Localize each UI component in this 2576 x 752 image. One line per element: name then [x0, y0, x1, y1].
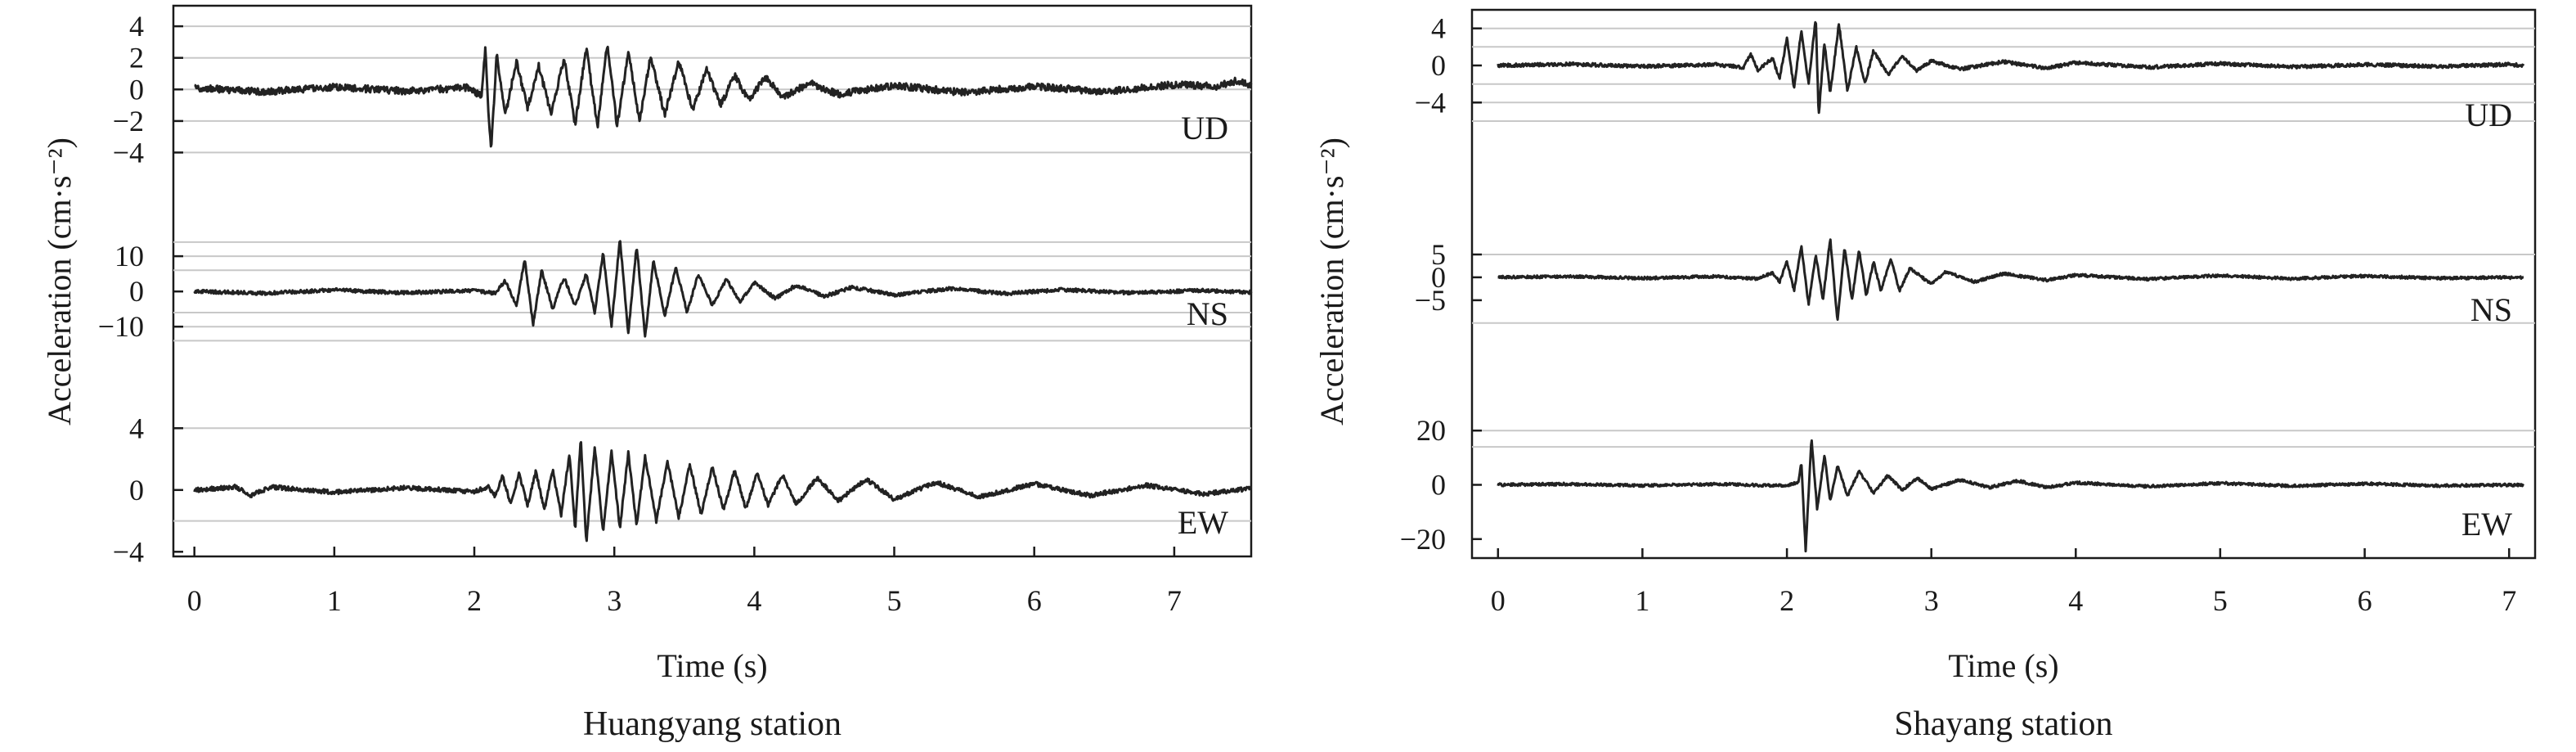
x-tick-label: 4 — [2068, 584, 2083, 617]
chart-caption: Shayang station — [1894, 705, 2112, 743]
y-tick-label: 4 — [1431, 12, 1446, 45]
y-tick-label: 4 — [129, 412, 144, 444]
x-tick-label: 7 — [2502, 584, 2516, 617]
channel-label-ns: NS — [2471, 291, 2512, 328]
channel-label-ew: EW — [1178, 504, 1228, 541]
x-axis-title: Time (s) — [657, 647, 767, 684]
traces — [193, 45, 1253, 543]
y-tick-label: 10 — [114, 240, 144, 272]
y-tick-label: 0 — [1431, 469, 1446, 502]
y-tick-label: 0 — [1431, 49, 1446, 82]
trace-ew — [193, 441, 1253, 543]
y-tick-label: −2 — [113, 105, 144, 137]
trace-ew — [1497, 439, 2524, 553]
x-tick-label: 2 — [467, 584, 482, 617]
y-axis-title: Acceleration (cm·s⁻²) — [1313, 137, 1350, 426]
y-tick-label: 5 — [1431, 238, 1446, 271]
y-tick-label: 0 — [1431, 261, 1446, 294]
traces — [1497, 20, 2525, 553]
x-ticks: 0 1 2 3 4 5 6 7 — [1491, 548, 2516, 617]
y-tick-label: 2 — [129, 42, 144, 74]
channel-label-ud: UD — [2465, 97, 2512, 133]
x-tick-label: 3 — [607, 584, 622, 617]
channel-label-ns: NS — [1187, 295, 1228, 332]
gridlines — [1472, 27, 2535, 448]
x-ticks: 0 1 2 3 4 5 6 7 — [187, 547, 1182, 617]
y-tick-label: −4 — [113, 535, 144, 568]
plot-frame — [172, 4, 1253, 558]
x-axis-title: Time (s) — [1948, 647, 2058, 684]
x-tick-label: 3 — [1924, 584, 1939, 617]
channel-labels: UD NS EW — [2462, 97, 2512, 543]
channel-label-ew: EW — [2462, 506, 2512, 543]
trace-ud — [1497, 20, 2525, 115]
channel-label-ud: UD — [1181, 110, 1228, 146]
x-tick-label: 5 — [887, 584, 902, 617]
trace-ns — [193, 240, 1253, 338]
x-tick-label: 0 — [1491, 584, 1506, 617]
channel-labels: UD NS EW — [1178, 110, 1228, 541]
plot-frame — [1470, 8, 2537, 560]
x-tick-label: 7 — [1167, 584, 1182, 617]
x-tick-label: 6 — [2358, 584, 2372, 617]
y-axis-title: Acceleration (cm·s⁻²) — [41, 137, 78, 426]
y-tick-label: −20 — [1400, 523, 1446, 556]
y-tick-label: −4 — [113, 136, 144, 169]
y-tick-label: 20 — [1416, 414, 1446, 447]
y-tick-label: −4 — [1415, 86, 1446, 119]
x-tick-label: 1 — [327, 584, 342, 617]
trace-ns — [1497, 238, 2524, 322]
x-tick-label: 4 — [747, 584, 761, 617]
y-tick-label: −10 — [98, 310, 144, 343]
y-tick-label: 0 — [129, 474, 144, 507]
chart-caption: Huangyang station — [583, 705, 841, 743]
y-tick-label: 0 — [129, 275, 144, 308]
x-tick-label: 6 — [1027, 584, 1042, 617]
x-tick-label: 5 — [2213, 584, 2228, 617]
y-tick-label: 0 — [129, 73, 144, 106]
gridlines — [173, 25, 1251, 522]
y-tick-label: −5 — [1415, 284, 1446, 317]
trace-ud — [193, 45, 1253, 148]
x-tick-label: 1 — [1635, 584, 1649, 617]
x-tick-label: 0 — [187, 584, 202, 617]
y-tick-label: 4 — [129, 10, 144, 43]
x-tick-label: 2 — [1779, 584, 1794, 617]
